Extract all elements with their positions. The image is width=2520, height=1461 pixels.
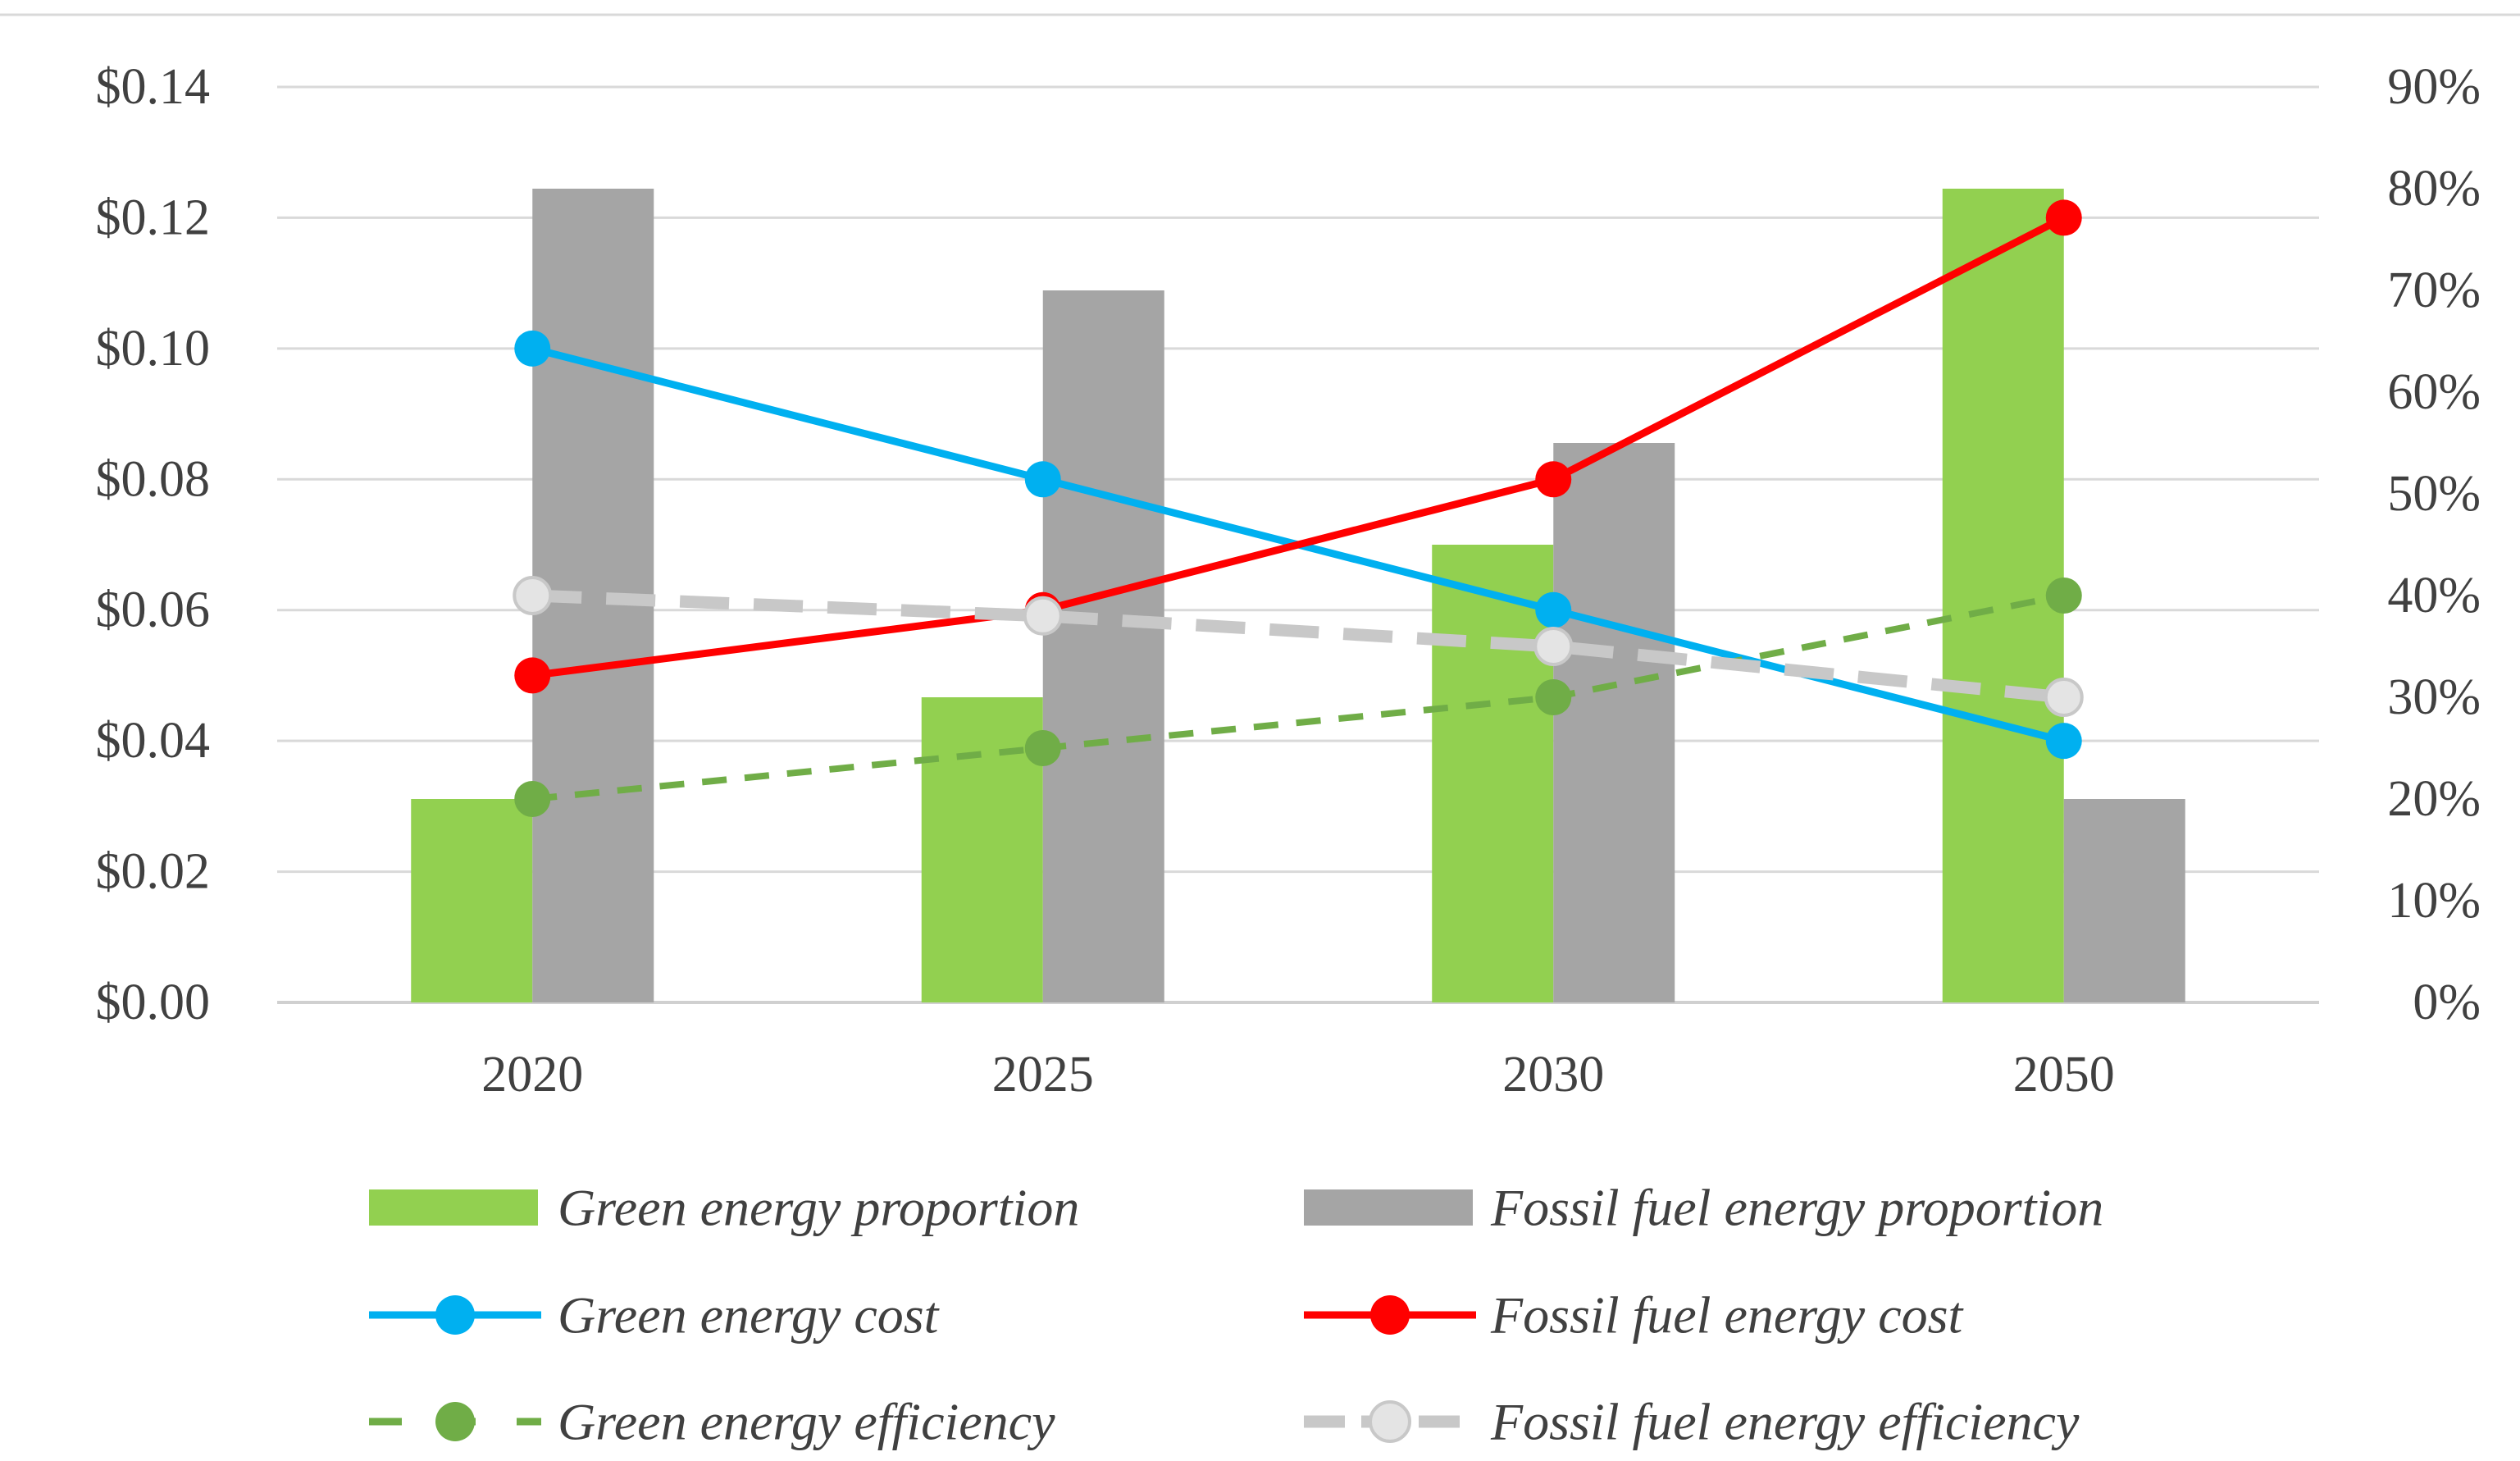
x-axis-tick-label: 2050: [2013, 1047, 2115, 1103]
fossil-cost-legend-marker: [1370, 1295, 1410, 1335]
green-cost-marker: [2045, 723, 2082, 760]
right-axis-tick-label: 70%: [2387, 263, 2481, 318]
green-eff-line: [531, 592, 2065, 802]
right-axis-tick-label: 30%: [2387, 669, 2481, 725]
green-cost-marker: [514, 330, 551, 367]
fossil-eff-marker: [513, 576, 553, 615]
green-eff-marker: [1535, 679, 1572, 715]
right-axis-tick-label: 40%: [2387, 568, 2481, 623]
left-axis-tick-label: $0.10: [96, 321, 211, 377]
green-eff-legend-marker: [435, 1402, 475, 1441]
left-axis-tick-label: $0.12: [96, 189, 211, 245]
left-axis-tick-label: $0.06: [96, 582, 211, 638]
x-axis-tick-label: 2020: [481, 1047, 583, 1103]
fossil-cost-legend-label: Fossil fuel energy cost: [1490, 1286, 1965, 1345]
x-axis-tick-label: 2025: [992, 1047, 1094, 1103]
right-axis-tick-label: 50%: [2387, 466, 2481, 522]
left-axis-tick-label: $0.14: [96, 59, 211, 115]
green-prop-bar: [411, 799, 533, 1002]
green-eff-marker: [2045, 578, 2082, 614]
fossil-prop-bar: [1042, 290, 1164, 1002]
left-axis-tick-label: $0.08: [96, 451, 211, 507]
fossil-prop-legend-label: Fossil fuel energy proportion: [1490, 1179, 2103, 1237]
green-prop-legend-swatch: [369, 1189, 538, 1226]
left-axis-tick-label: $0.04: [96, 713, 211, 769]
right-axis-tick-label: 90%: [2387, 59, 2481, 115]
fossil-cost-line: [531, 214, 2066, 679]
fossil-prop-bar: [2063, 799, 2185, 1002]
green-prop-bar: [1432, 545, 1554, 1002]
right-axis-tick-label: 80%: [2387, 161, 2481, 217]
left-axis-tick-label: $0.00: [96, 975, 211, 1030]
right-axis-tick-label: 10%: [2387, 873, 2481, 929]
fossil-prop-legend-swatch: [1304, 1189, 1473, 1226]
fossil-eff-marker: [1533, 627, 1574, 666]
green-cost-legend-marker: [435, 1295, 475, 1335]
green-eff-marker: [514, 781, 551, 817]
fossil-cost-marker: [1535, 461, 1572, 498]
fossil-eff-marker: [2044, 678, 2084, 717]
green-eff-legend-label: Green energy efficiency: [558, 1393, 1055, 1451]
green-prop-bar: [1942, 189, 2064, 1002]
right-axis-tick-label: 20%: [2387, 771, 2481, 827]
fossil-eff-legend-marker: [1369, 1400, 1411, 1443]
green-cost-legend-label: Green energy cost: [558, 1286, 941, 1345]
green-cost-marker: [1535, 591, 1572, 628]
fossil-eff-marker: [1023, 596, 1063, 636]
green-eff-marker: [1024, 730, 1061, 766]
fossil-prop-bar: [1553, 443, 1675, 1002]
fossil-cost-marker: [514, 657, 551, 694]
green-prop-bar: [921, 697, 1043, 1002]
right-axis-tick-label: 60%: [2387, 364, 2481, 420]
fossil-cost-marker: [2045, 199, 2082, 236]
left-axis-tick-label: $0.02: [96, 844, 211, 900]
x-axis-tick-label: 2030: [1502, 1047, 1604, 1103]
green-cost-marker: [1024, 461, 1061, 498]
fossil-eff-line: [531, 589, 2065, 704]
right-axis-tick-label: 0%: [2413, 975, 2481, 1030]
fossil-eff-legend-label: Fossil fuel energy efficiency: [1490, 1393, 2080, 1451]
green-prop-legend-label: Green energy proportion: [558, 1179, 1079, 1237]
